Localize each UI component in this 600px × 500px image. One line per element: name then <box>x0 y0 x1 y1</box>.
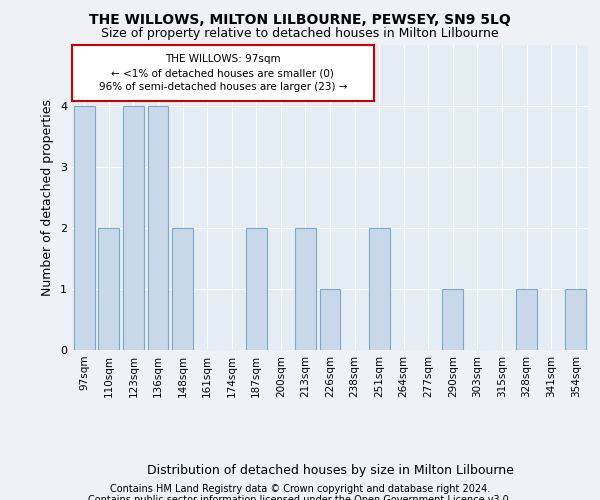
Bar <box>246 228 267 350</box>
Bar <box>368 228 389 350</box>
Bar <box>98 228 119 350</box>
Bar <box>172 228 193 350</box>
Bar <box>148 106 169 350</box>
Bar <box>295 228 316 350</box>
Text: Contains public sector information licensed under the Open Government Licence v3: Contains public sector information licen… <box>88 495 512 500</box>
Text: THE WILLOWS, MILTON LILBOURNE, PEWSEY, SN9 5LQ: THE WILLOWS, MILTON LILBOURNE, PEWSEY, S… <box>89 12 511 26</box>
Bar <box>516 289 537 350</box>
Text: THE WILLOWS: 97sqm
← <1% of detached houses are smaller (0)
96% of semi-detached: THE WILLOWS: 97sqm ← <1% of detached hou… <box>98 54 347 92</box>
Bar <box>565 289 586 350</box>
Text: Contains HM Land Registry data © Crown copyright and database right 2024.: Contains HM Land Registry data © Crown c… <box>110 484 490 494</box>
Text: Size of property relative to detached houses in Milton Lilbourne: Size of property relative to detached ho… <box>101 28 499 40</box>
FancyBboxPatch shape <box>72 45 374 102</box>
Y-axis label: Number of detached properties: Number of detached properties <box>41 99 55 296</box>
Bar <box>74 106 95 350</box>
Bar <box>320 289 340 350</box>
Bar <box>123 106 144 350</box>
X-axis label: Distribution of detached houses by size in Milton Lilbourne: Distribution of detached houses by size … <box>146 464 514 476</box>
Bar <box>442 289 463 350</box>
